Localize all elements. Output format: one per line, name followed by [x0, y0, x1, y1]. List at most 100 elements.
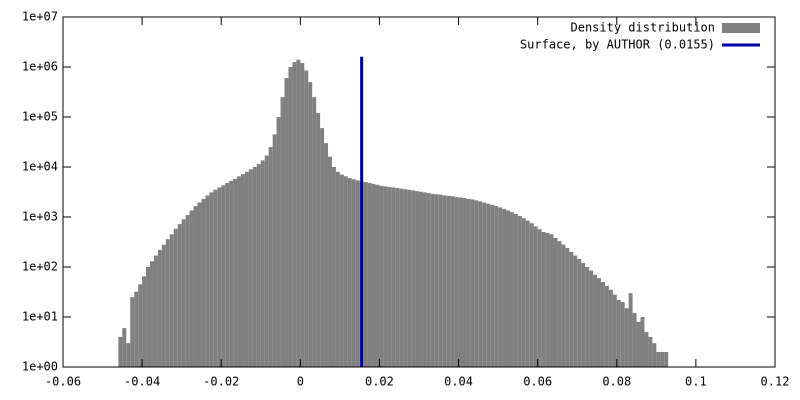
bar	[632, 313, 637, 367]
bar	[304, 70, 309, 367]
bar	[260, 160, 265, 367]
legend-label: Density distribution	[571, 21, 716, 35]
bar	[549, 234, 554, 367]
bar	[415, 191, 419, 367]
bar	[142, 276, 147, 367]
bar	[213, 189, 218, 367]
bar	[256, 163, 261, 367]
bar	[324, 143, 329, 367]
bar	[506, 210, 510, 367]
bar	[134, 291, 139, 367]
y-tick-label: 1e+06	[22, 60, 58, 74]
bar	[395, 188, 400, 367]
bar	[502, 208, 507, 367]
bar	[252, 167, 257, 367]
bar	[553, 238, 558, 367]
y-tick-label: 1e+02	[22, 260, 58, 274]
bar	[498, 207, 503, 367]
bar	[419, 191, 423, 367]
bar	[600, 282, 605, 367]
bar	[185, 214, 190, 367]
bar	[193, 206, 198, 367]
bar	[585, 267, 590, 367]
bar	[411, 190, 416, 367]
bar	[276, 117, 281, 367]
x-tick-label: 0.1	[685, 375, 707, 389]
bar	[541, 232, 546, 367]
y-tick-label: 1e+03	[22, 210, 58, 224]
bar	[664, 351, 669, 367]
bar	[161, 244, 166, 367]
bar	[533, 226, 538, 367]
bar	[197, 202, 202, 367]
bar	[296, 59, 301, 367]
bar	[529, 223, 534, 367]
bar	[577, 258, 582, 367]
bar	[130, 297, 135, 367]
bar	[248, 169, 253, 367]
bar	[604, 285, 609, 367]
x-tick-label: -0.06	[45, 375, 81, 389]
bar	[284, 78, 289, 367]
bar	[122, 328, 127, 367]
bar	[343, 176, 348, 367]
bar	[347, 178, 352, 367]
bar	[177, 224, 182, 367]
bar	[153, 255, 158, 367]
bar	[612, 294, 617, 367]
y-tick-label: 1e+07	[22, 10, 58, 24]
bar	[537, 229, 542, 367]
bar	[367, 182, 372, 367]
bar	[280, 97, 285, 367]
bar	[569, 251, 574, 367]
bar	[652, 343, 657, 367]
bar	[126, 343, 131, 367]
bar	[482, 202, 487, 367]
bar	[371, 183, 376, 367]
plot-border	[62, 16, 776, 368]
bar	[430, 193, 435, 367]
bar	[620, 301, 625, 367]
bar	[375, 184, 380, 367]
bar	[628, 293, 633, 367]
legend-swatch	[722, 23, 760, 33]
bar	[573, 255, 578, 367]
bar	[146, 267, 151, 367]
bar	[656, 351, 661, 367]
bar	[300, 63, 305, 367]
bar	[331, 167, 336, 367]
bar	[165, 239, 170, 367]
bar	[328, 156, 332, 367]
bar	[470, 199, 475, 367]
bar	[225, 182, 230, 367]
bar	[363, 182, 368, 367]
bar	[486, 203, 491, 367]
x-tick-label: 0.04	[444, 375, 473, 389]
bar	[490, 204, 495, 367]
bar	[466, 198, 471, 367]
bar	[308, 82, 313, 367]
bar	[379, 185, 384, 367]
bar	[189, 210, 194, 367]
bar	[391, 187, 396, 367]
bar	[205, 195, 210, 367]
x-tick-label: -0.02	[203, 375, 239, 389]
bar	[221, 185, 226, 367]
bar	[513, 213, 518, 367]
bar	[458, 197, 463, 367]
bar	[272, 134, 277, 367]
bar	[399, 188, 404, 367]
bar	[268, 147, 273, 367]
y-tick-label: 1e+00	[22, 360, 58, 374]
bar	[608, 289, 613, 367]
bar	[229, 180, 234, 367]
bar	[422, 192, 427, 367]
bar	[509, 212, 514, 367]
bar	[636, 321, 641, 367]
y-tick-label: 1e+04	[22, 160, 58, 174]
bar	[316, 113, 321, 367]
bar	[454, 197, 459, 367]
bar	[565, 247, 570, 367]
bar	[593, 274, 597, 367]
bar	[474, 200, 479, 367]
